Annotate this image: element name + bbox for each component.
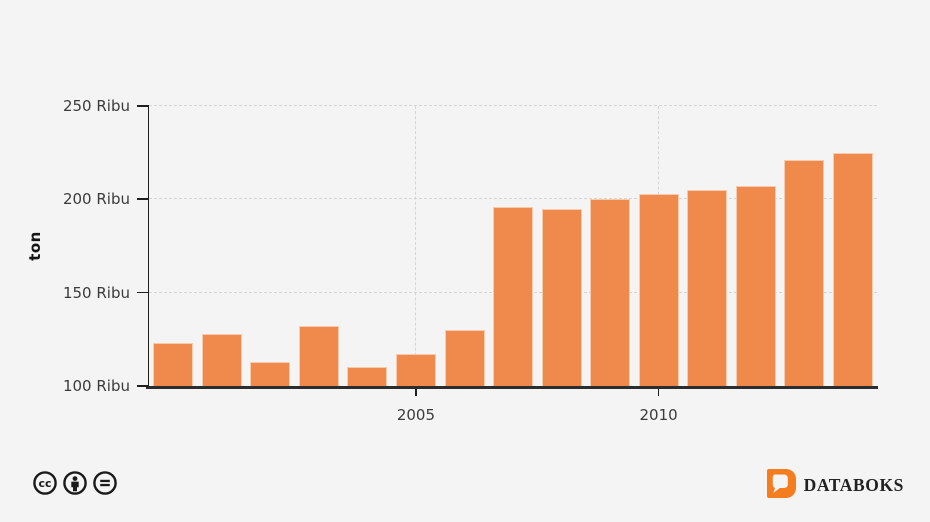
license-icons: cc <box>32 470 118 496</box>
x-tick-label-2010: 2010 <box>639 406 678 424</box>
y-tick-mark-200 <box>137 198 148 200</box>
bar-2006[interactable] <box>444 330 485 386</box>
y-tick-label-200: 200 Ribu <box>62 190 130 209</box>
bar-2007[interactable] <box>493 206 533 386</box>
bar-2004[interactable] <box>347 367 388 386</box>
x-tick-mark-2005 <box>415 389 417 396</box>
bar-2009[interactable] <box>590 199 631 386</box>
cc-nd-icon <box>92 470 118 496</box>
databoks-brand: DATABOKS <box>766 469 904 502</box>
bar-2005[interactable] <box>395 354 436 386</box>
databoks-wordmark: DATABOKS <box>803 475 904 495</box>
bar-2001[interactable] <box>201 333 242 386</box>
y-axis-line <box>147 105 149 387</box>
plot-area <box>149 105 877 386</box>
bar-2011[interactable] <box>687 190 728 386</box>
bar-2013[interactable] <box>784 160 825 386</box>
x-tick-mark-2010 <box>657 389 660 396</box>
y-axis-title: ton <box>26 231 44 261</box>
gridline-250 <box>149 105 877 106</box>
bar-2003[interactable] <box>298 326 339 386</box>
cc-icon: cc <box>32 470 58 496</box>
y-tick-label-150: 150 Ribu <box>62 283 130 302</box>
y-tick-mark-250 <box>137 105 148 107</box>
bar-2014[interactable] <box>832 152 873 386</box>
gridline-2005 <box>414 106 416 386</box>
bar-2012[interactable] <box>735 186 776 386</box>
bar-2010[interactable] <box>638 193 679 386</box>
y-tick-label-100: 100 Ribu <box>62 377 130 395</box>
cc-by-icon <box>62 470 88 496</box>
x-tick-label-2005: 2005 <box>396 406 436 424</box>
gridline-200 <box>149 198 877 200</box>
bar-2008[interactable] <box>541 208 582 386</box>
svg-text:cc: cc <box>38 477 51 490</box>
x-axis-line <box>146 386 878 389</box>
bar-2002[interactable] <box>250 361 291 386</box>
y-tick-mark-100 <box>137 385 148 387</box>
databoks-logo-icon <box>766 469 796 502</box>
bar-layer <box>149 106 877 386</box>
bar-2000[interactable] <box>153 343 194 386</box>
y-tick-label-250: 250 Ribu <box>62 97 130 115</box>
y-tick-mark-150 <box>137 291 148 294</box>
